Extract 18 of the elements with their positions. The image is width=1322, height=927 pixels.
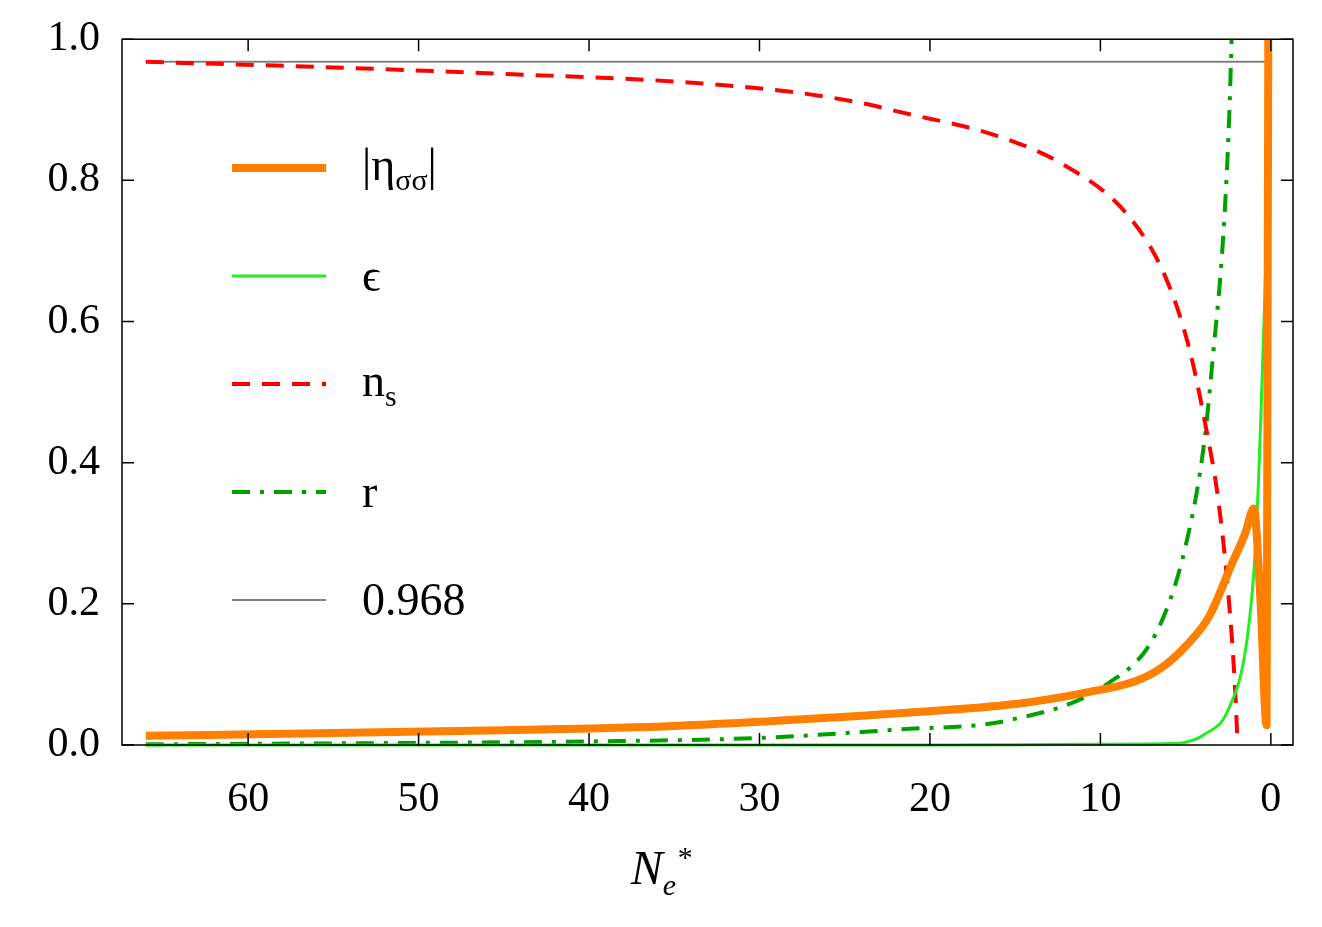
x-tick-label: 60	[227, 774, 270, 821]
x-tick-label: 10	[1079, 774, 1122, 821]
x-tick-label: 30	[738, 774, 781, 821]
x-tick-label: 0	[1260, 774, 1282, 821]
y-tick-label: 0.8	[47, 154, 100, 201]
x-tick-label: 20	[908, 774, 951, 821]
legend-label: r	[362, 466, 378, 518]
x-tick-label: 40	[568, 774, 611, 821]
y-tick-label: 0.2	[47, 577, 100, 624]
legend-label: 0.968	[362, 574, 466, 626]
legend-label: n$_{s}$	[362, 354, 397, 412]
legend-label: |η$_{σσ}$|	[362, 138, 437, 196]
y-tick-label: 1.0	[47, 13, 100, 60]
legend-label: ϵ	[362, 250, 381, 302]
y-tick-label: 0.0	[47, 719, 100, 766]
x-tick-label: 50	[397, 774, 440, 821]
y-tick-label: 0.4	[47, 436, 100, 483]
y-tick-label: 0.6	[47, 295, 100, 342]
